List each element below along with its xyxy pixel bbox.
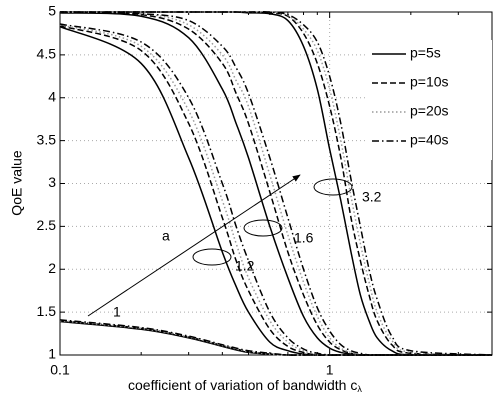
x-axis-label: coefficient of variation of bandwidth cλ: [128, 377, 362, 395]
x-tick-label: 1: [326, 362, 334, 378]
legend-label: p=40s: [410, 132, 449, 148]
annotation: 1.2: [235, 258, 255, 274]
legend-label: p=5s: [410, 45, 441, 61]
x-axis-label-subscript: λ: [357, 384, 362, 394]
y-tick-label: 3.5: [37, 131, 57, 147]
arrow: [87, 174, 301, 317]
x-axis-label-main: coefficient of variation of bandwidth c: [128, 377, 357, 393]
y-tick-label: 3: [48, 174, 56, 190]
legend-box: [368, 40, 492, 160]
y-tick-label: 4.5: [37, 46, 57, 62]
y-tick-label: 2: [48, 260, 56, 276]
annotation: 1.6: [294, 230, 314, 246]
y-tick-label: 2.5: [37, 217, 57, 233]
line: [59, 25, 492, 356]
ellipse: [313, 178, 353, 196]
line: [59, 24, 492, 356]
plot-area: 11.522.533.544.550.1 1: [37, 3, 493, 378]
annotation: 1: [113, 304, 121, 320]
y-tick-label: 4: [48, 88, 56, 104]
annotation: 3.2: [362, 189, 382, 205]
ellipse: [243, 219, 283, 237]
legend-label: p=10s: [410, 74, 449, 90]
y-axis-label: QoE value: [9, 150, 25, 216]
line: [59, 23, 492, 356]
line: [59, 11, 493, 356]
x-tick-label: 0.1: [50, 362, 70, 378]
y-tick-label: 1.5: [37, 303, 57, 319]
y-tick-label: 5: [48, 3, 56, 19]
annotation: a: [162, 228, 170, 244]
line: [59, 11, 493, 356]
line: [59, 11, 492, 356]
y-tick-label: 1: [48, 346, 56, 362]
ellipse: [192, 248, 232, 266]
legend-label: p=20s: [410, 103, 449, 119]
